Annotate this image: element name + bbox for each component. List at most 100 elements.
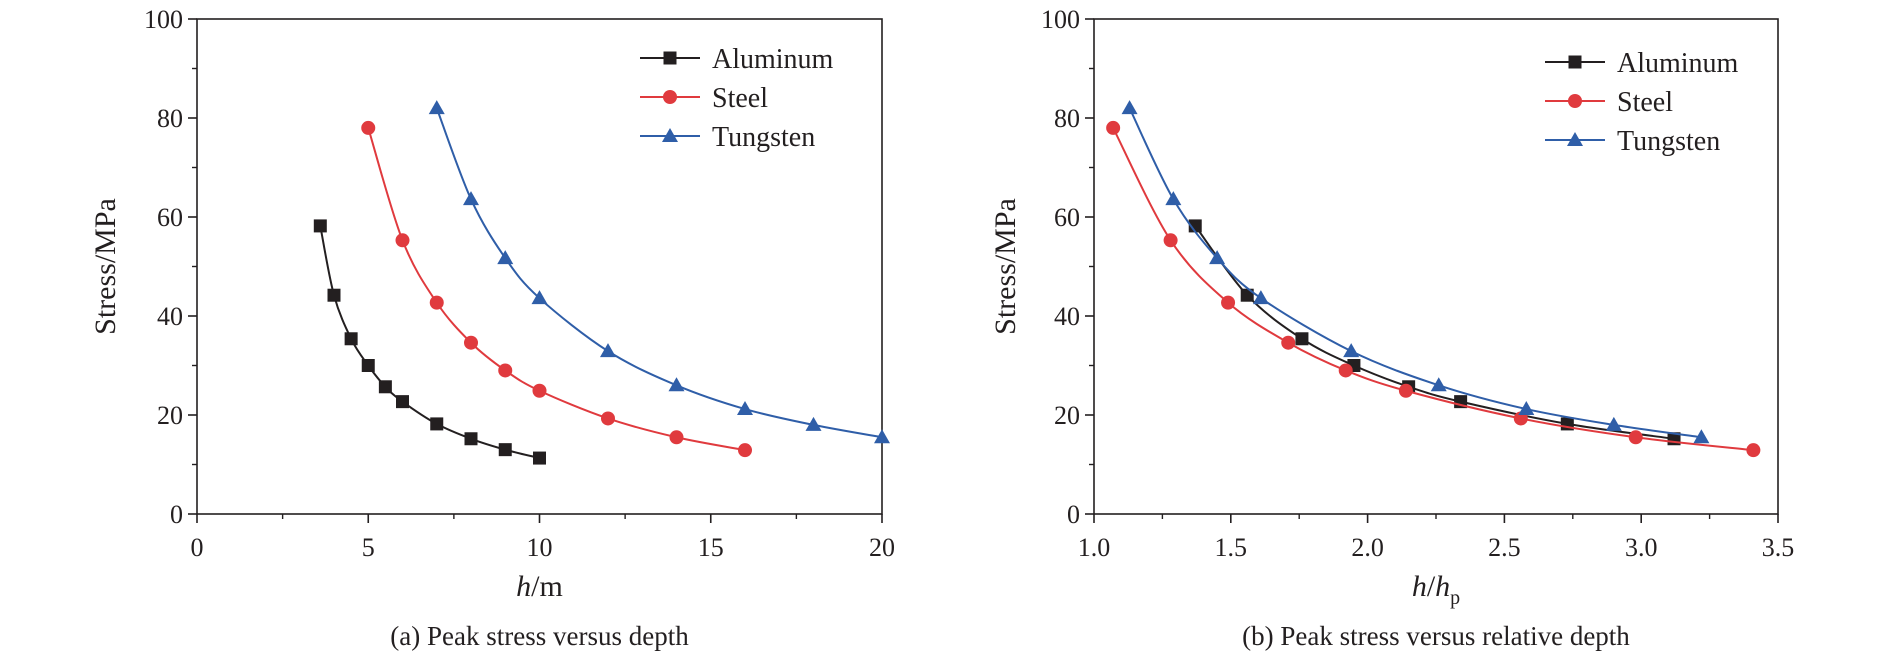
aluminum-point [1188, 219, 1202, 233]
tungsten-point [668, 377, 685, 392]
aluminum-point [378, 380, 392, 394]
aluminum-point [327, 288, 341, 302]
series-tungsten-line [1128, 107, 1702, 439]
series-aluminum [1188, 219, 1681, 446]
steel-point [1281, 335, 1296, 350]
tungsten-point [874, 429, 890, 444]
series-aluminum [313, 219, 546, 465]
steel-point [1398, 383, 1413, 398]
y-axis-label: Stress/MPa [989, 198, 1022, 335]
x-tick-label: 5 [362, 533, 375, 562]
aluminum-point [396, 395, 409, 409]
y-tick-label: 60 [157, 203, 183, 232]
legend-tungsten-marker [662, 128, 678, 142]
steel-point [601, 411, 615, 426]
legend-tungsten-label: Tungsten [712, 122, 815, 153]
tungsten-point [463, 191, 479, 206]
series-aluminum-line [1194, 225, 1675, 440]
chart-peak-stress-vs-depth: 0 5 10 15 20 0 20 40 60 80 100 Stress/MPa h/m (a) Pea… [89, 5, 895, 651]
series-steel [1106, 120, 1761, 458]
tungsten-point [600, 343, 616, 358]
steel-point [1163, 233, 1178, 248]
x-tick-label: 1.5 [1215, 533, 1248, 562]
aluminum-point [1295, 332, 1309, 346]
y-axis-label: Stress/MPa [89, 198, 122, 335]
steel-point [464, 335, 478, 350]
series-aluminum-line [319, 225, 540, 460]
steel-point [532, 383, 547, 398]
x-tick-label: 20 [869, 533, 895, 562]
x-tick-label: 15 [698, 533, 724, 562]
steel-point [669, 430, 684, 445]
tungsten-point [805, 416, 822, 431]
legend-aluminum-marker [1568, 55, 1582, 69]
x-tick-label: 3.5 [1762, 533, 1795, 562]
chart-peak-stress-vs-relative-depth: 1.0 1.5 2.0 2.5 3.0 3.5 0 20 40 60 80 100 Stress/MPa… [989, 5, 1794, 651]
series-steel [361, 120, 752, 458]
y-tick-label: 100 [144, 5, 183, 34]
series-steel-line [1112, 127, 1754, 452]
x-tick-label: 2.0 [1351, 533, 1384, 562]
legend-tungsten-marker [1567, 132, 1583, 146]
tungsten-point [1430, 377, 1447, 392]
aluminum-point [533, 451, 546, 465]
legend: Aluminum Steel Tungsten [1545, 48, 1739, 157]
tungsten-point [1343, 343, 1360, 358]
tungsten-point [1209, 250, 1226, 265]
steel-point [1338, 363, 1353, 378]
steel-point [1746, 443, 1761, 458]
x-tick-label: 1.0 [1078, 533, 1111, 562]
tungsten-point [1121, 100, 1138, 115]
y-tick-label: 60 [1054, 203, 1080, 232]
legend-aluminum-marker [663, 51, 677, 65]
legend-steel-label: Steel [1617, 87, 1673, 118]
x-tick-label: 2.5 [1488, 533, 1521, 562]
x-axis-label: h/m [516, 570, 563, 603]
series-tungsten [428, 100, 890, 444]
steel-point [429, 295, 444, 310]
aluminum-point [313, 219, 327, 233]
legend-aluminum-label: Aluminum [712, 44, 834, 75]
y-tick-label: 0 [1067, 500, 1080, 529]
legend-aluminum-label: Aluminum [1617, 48, 1739, 79]
tungsten-point [428, 100, 445, 115]
tungsten-point [1693, 429, 1710, 444]
aluminum-point [498, 443, 512, 457]
steel-point [1106, 120, 1121, 135]
legend-steel-label: Steel [712, 83, 768, 114]
tungsten-point [737, 401, 753, 416]
x-tick-label: 0 [191, 533, 204, 562]
steel-point [361, 120, 376, 135]
series-tungsten-line [435, 107, 883, 439]
y-tick-label: 80 [1054, 104, 1080, 133]
y-tick-label: 0 [170, 500, 183, 529]
tungsten-point [1605, 416, 1622, 431]
y-tick-label: 20 [1054, 401, 1080, 430]
steel-point [738, 443, 752, 458]
plot-frame [196, 18, 883, 515]
aluminum-point [1240, 288, 1254, 302]
tungsten-point [497, 250, 514, 265]
chart-caption: (b) Peak stress versus relative depth [1242, 621, 1630, 651]
y-tick-label: 100 [1041, 5, 1080, 34]
aluminum-point [361, 359, 375, 372]
steel-point [395, 233, 410, 248]
steel-point [1628, 430, 1643, 445]
aluminum-point [430, 417, 444, 431]
legend-steel-marker [663, 90, 677, 104]
tungsten-point [1165, 191, 1182, 206]
series-tungsten [1121, 100, 1710, 444]
steel-point [1221, 295, 1236, 310]
y-tick-label: 80 [157, 104, 183, 133]
y-tick-label: 20 [157, 401, 183, 430]
chart-caption: (a) Peak stress versus depth [390, 621, 689, 651]
x-tick-label: 10 [527, 533, 553, 562]
x-tick-label: 3.0 [1625, 533, 1658, 562]
aluminum-point [464, 432, 478, 446]
series-steel-line [367, 127, 746, 452]
legend-tungsten-label: Tungsten [1617, 126, 1720, 157]
tungsten-point [1252, 290, 1269, 305]
tungsten-point [1518, 401, 1535, 416]
aluminum-point [344, 332, 358, 346]
